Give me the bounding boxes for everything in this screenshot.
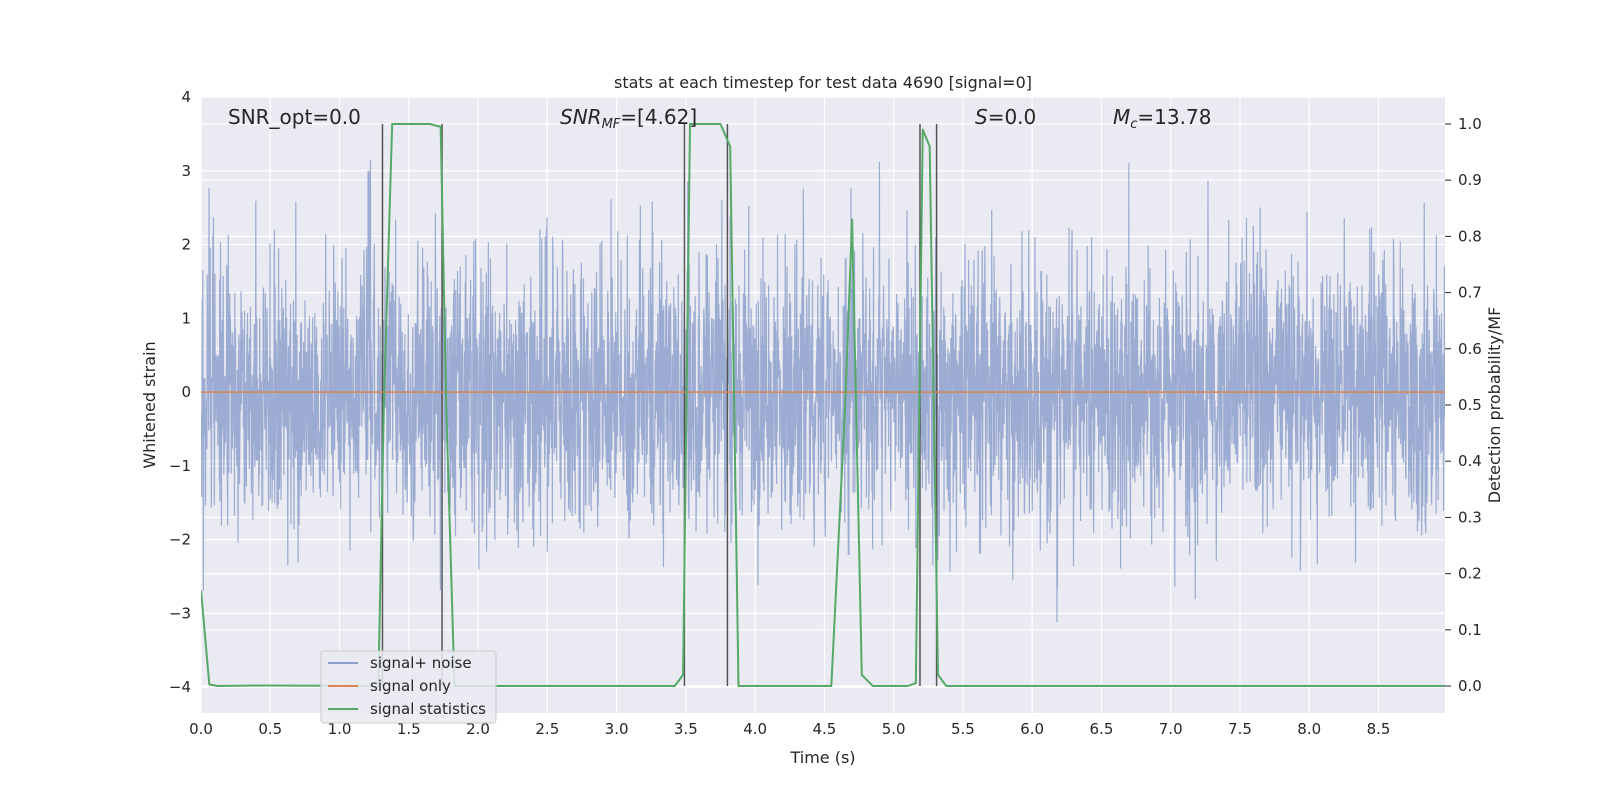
y2-tick-label: 0.9 <box>1458 171 1482 189</box>
x-tick-label: 3.5 <box>674 720 698 738</box>
line-signal-noise <box>201 159 1445 623</box>
annotation-mc-main: M <box>1113 105 1130 129</box>
y2-axis-ticks: 1.0 0.9 0.8 0.7 0.6 0.5 0.4 0.3 0.2 0.1 0.0 <box>1445 115 1482 695</box>
legend-box <box>320 650 497 724</box>
y2-tick-label: 0.4 <box>1458 452 1482 470</box>
x-tick-label: 7.5 <box>1228 720 1252 738</box>
y2-tick-label: 0.3 <box>1458 508 1482 526</box>
y-axis-ticks: 4 3 2 1 0 −1 −2 −3 −4 <box>169 88 191 696</box>
annotation-snr-mf-value: =[4.62] <box>620 105 697 129</box>
annotation-s: S=0.0 <box>975 105 1036 129</box>
x-tick-label: 0.5 <box>258 720 282 738</box>
x-tick-label: 5.0 <box>882 720 906 738</box>
x-tick-label: 6.5 <box>1090 720 1114 738</box>
chart-title: stats at each timestep for test data 469… <box>614 73 1032 92</box>
legend: signal+ noise signal only signal statist… <box>320 650 497 724</box>
line-signal-statistics <box>201 122 1445 688</box>
annotation-snr-mf-sub: MF <box>602 117 621 132</box>
y-tick-label: −2 <box>169 531 191 549</box>
annotation-s-italic: S <box>975 105 988 129</box>
x-tick-label: 2.5 <box>535 720 559 738</box>
annotation-snr-mf-main: SNR <box>560 105 602 129</box>
annotations: SNR_opt=0.0 SNRMF=[4.62] S=0.0 Mc=13.78 <box>228 105 1211 132</box>
legend-label-signal-noise: signal+ noise <box>370 654 472 672</box>
x-tick-label: 4.0 <box>743 720 767 738</box>
x-tick-label: 1.5 <box>397 720 421 738</box>
x-tick-label: 6.0 <box>1020 720 1044 738</box>
x-tick-label: 8.0 <box>1297 720 1321 738</box>
legend-label-signal-statistics: signal statistics <box>370 700 486 718</box>
annotation-mc-value: =13.78 <box>1137 105 1211 129</box>
y2-tick-label: 0.5 <box>1458 396 1482 414</box>
annotation-mc: Mc=13.78 <box>1113 105 1211 132</box>
y2-tick-label: 1.0 <box>1458 115 1482 133</box>
series-signal-noise <box>201 159 1445 623</box>
y-tick-label: 3 <box>181 162 191 180</box>
x-tick-label: 4.5 <box>812 720 836 738</box>
y-tick-label: −1 <box>169 457 191 475</box>
y-tick-label: 0 <box>181 383 191 401</box>
annotation-snr-mf: SNRMF=[4.62] <box>560 105 697 132</box>
x-tick-label: 3.0 <box>605 720 629 738</box>
y-tick-label: 2 <box>181 236 191 254</box>
y2-axis-label: Detection probability/MF <box>1485 307 1504 504</box>
y2-tick-label: 0.7 <box>1458 284 1482 302</box>
x-tick-label: 7.0 <box>1159 720 1183 738</box>
annotation-mc-sub: c <box>1130 117 1137 132</box>
x-tick-label: 2.0 <box>466 720 490 738</box>
y-tick-label: −4 <box>169 678 191 696</box>
y-tick-label: 4 <box>181 88 191 106</box>
y2-tick-label: 0.0 <box>1458 677 1482 695</box>
legend-label-signal-only: signal only <box>370 677 451 695</box>
annotation-s-value: =0.0 <box>988 105 1037 129</box>
x-tick-label: 1.0 <box>328 720 352 738</box>
x-axis-ticks: 0.0 0.5 1.0 1.5 2.0 2.5 3.0 3.5 4.0 4.5 5.0 5.5 6.0 6… <box>189 720 1390 738</box>
y-axis-label: Whitened strain <box>140 341 159 468</box>
y-tick-label: −3 <box>169 604 191 622</box>
series-signal-statistics <box>201 122 1445 688</box>
x-tick-label: 5.5 <box>951 720 975 738</box>
y2-tick-label: 0.6 <box>1458 340 1482 358</box>
y2-tick-label: 0.1 <box>1458 621 1482 639</box>
x-tick-label: 8.5 <box>1367 720 1391 738</box>
x-tick-label: 0.0 <box>189 720 213 738</box>
y2-tick-label: 0.8 <box>1458 227 1482 245</box>
y2-tick-label: 0.2 <box>1458 565 1482 583</box>
x-axis-label: Time (s) <box>789 748 855 767</box>
annotation-snr-opt: SNR_opt=0.0 <box>228 105 361 129</box>
y-tick-label: 1 <box>181 309 191 327</box>
